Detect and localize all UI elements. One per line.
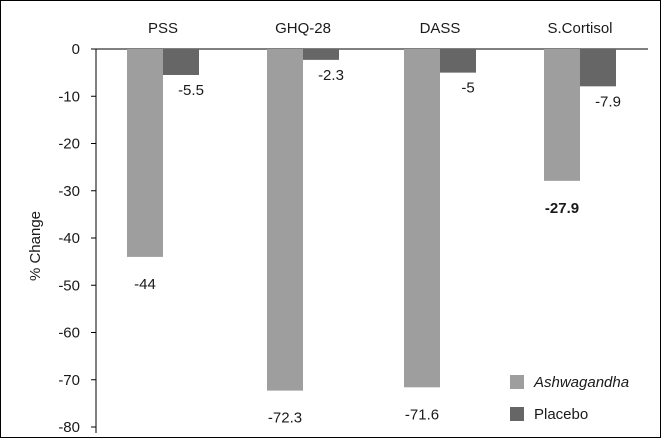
legend-swatch-placebo xyxy=(510,407,524,421)
y-tick-label: -10 xyxy=(58,88,80,105)
data-label: -44 xyxy=(134,276,156,293)
bar-placebo xyxy=(440,49,476,73)
legend-label: Placebo xyxy=(534,406,588,423)
bar-layer xyxy=(127,49,616,391)
legend-label: Ashwagandha xyxy=(533,374,629,391)
legend: Ashwagandha Placebo xyxy=(510,374,629,423)
category-label: GHQ-28 xyxy=(275,20,331,37)
bar-placebo xyxy=(303,49,339,60)
data-label: -2.3 xyxy=(318,67,344,84)
bar-placebo xyxy=(163,49,199,75)
y-axis-title: % Change xyxy=(27,211,44,281)
category-label: S.Cortisol xyxy=(547,20,612,37)
y-tick-label: -70 xyxy=(58,372,80,389)
category-label: PSS xyxy=(148,20,178,37)
bar-ashwagandha xyxy=(267,49,303,391)
bar-ashwagandha xyxy=(544,49,580,181)
y-tick-label: -20 xyxy=(58,136,80,153)
legend-swatch-ashwagandha xyxy=(510,375,524,389)
y-tick-label: -50 xyxy=(58,277,80,294)
label-layer: PSS GHQ-28 DASS S.Cortisol -44 -72.3 -71.6 -27.… xyxy=(134,20,621,427)
y-tick-label: -40 xyxy=(58,230,80,247)
y-tick-label: -80 xyxy=(58,419,80,436)
y-tick-label: 0 xyxy=(72,41,80,58)
data-label: -71.6 xyxy=(405,406,439,423)
data-label: -5.5 xyxy=(178,82,204,99)
bar-ashwagandha xyxy=(127,49,163,257)
bar-ashwagandha xyxy=(404,49,440,388)
bar-placebo xyxy=(580,49,616,87)
data-label: -72.3 xyxy=(268,410,302,427)
data-label: -7.9 xyxy=(595,93,621,110)
y-tick-label: -60 xyxy=(58,325,80,342)
data-label: -27.9 xyxy=(545,200,579,217)
y-tick-label: -30 xyxy=(58,183,80,200)
category-label: DASS xyxy=(420,20,461,37)
data-label: -5 xyxy=(461,80,474,97)
